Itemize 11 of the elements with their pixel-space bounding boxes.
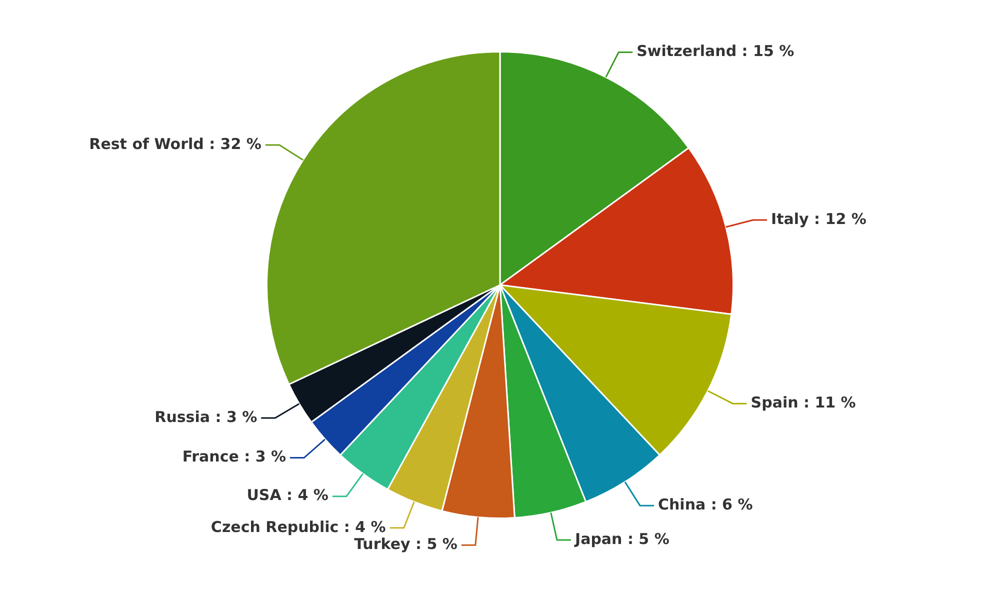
slice-label: Spain : 11 % [750,393,856,412]
slice-label: Russia : 3 % [154,408,258,426]
slice-label: Italy : 12 % [771,210,866,228]
slice-label: Japan : 5 % [574,530,670,548]
slice-label: Rest of World : 32 % [89,134,262,153]
slice-label: USA : 4 % [246,486,328,504]
slice-label: Turkey : 5 % [354,534,458,553]
slice-label: France : 3 % [182,448,286,466]
slice-label: Switzerland : 15 % [636,42,794,60]
slice-label: China : 6 % [658,495,753,514]
slice-label: Czech Republic : 4 % [210,518,386,536]
